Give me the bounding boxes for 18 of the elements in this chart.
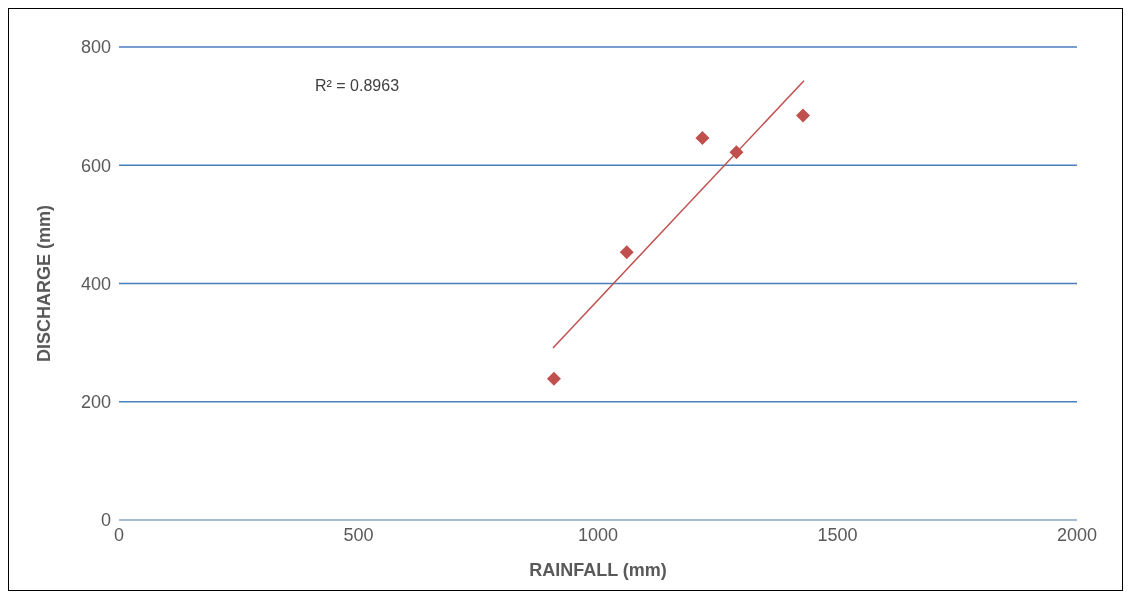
point	[796, 108, 811, 123]
annotation: R² = 0.8963	[315, 77, 400, 95]
x-tick-label: 1000	[577, 524, 619, 545]
x-axis-title: RAINFALL (mm)	[529, 560, 667, 580]
x-tick-label: 1500	[817, 524, 858, 545]
point	[729, 145, 744, 160]
y-axis-title: DISCHARGE (mm)	[34, 204, 55, 363]
x-tick-label: 0	[113, 524, 125, 545]
point	[546, 371, 561, 386]
x-tick-label: 2000	[1056, 524, 1098, 545]
y-tick-label: 400	[80, 273, 111, 294]
point	[695, 131, 710, 146]
y-tick-label: 200	[80, 392, 111, 413]
y-tick-label: 800	[80, 37, 111, 58]
point	[619, 245, 634, 260]
x-tick-label: 500	[343, 524, 374, 545]
y-tick-label: 0	[100, 510, 111, 531]
y-tick-label: 600	[80, 155, 111, 176]
